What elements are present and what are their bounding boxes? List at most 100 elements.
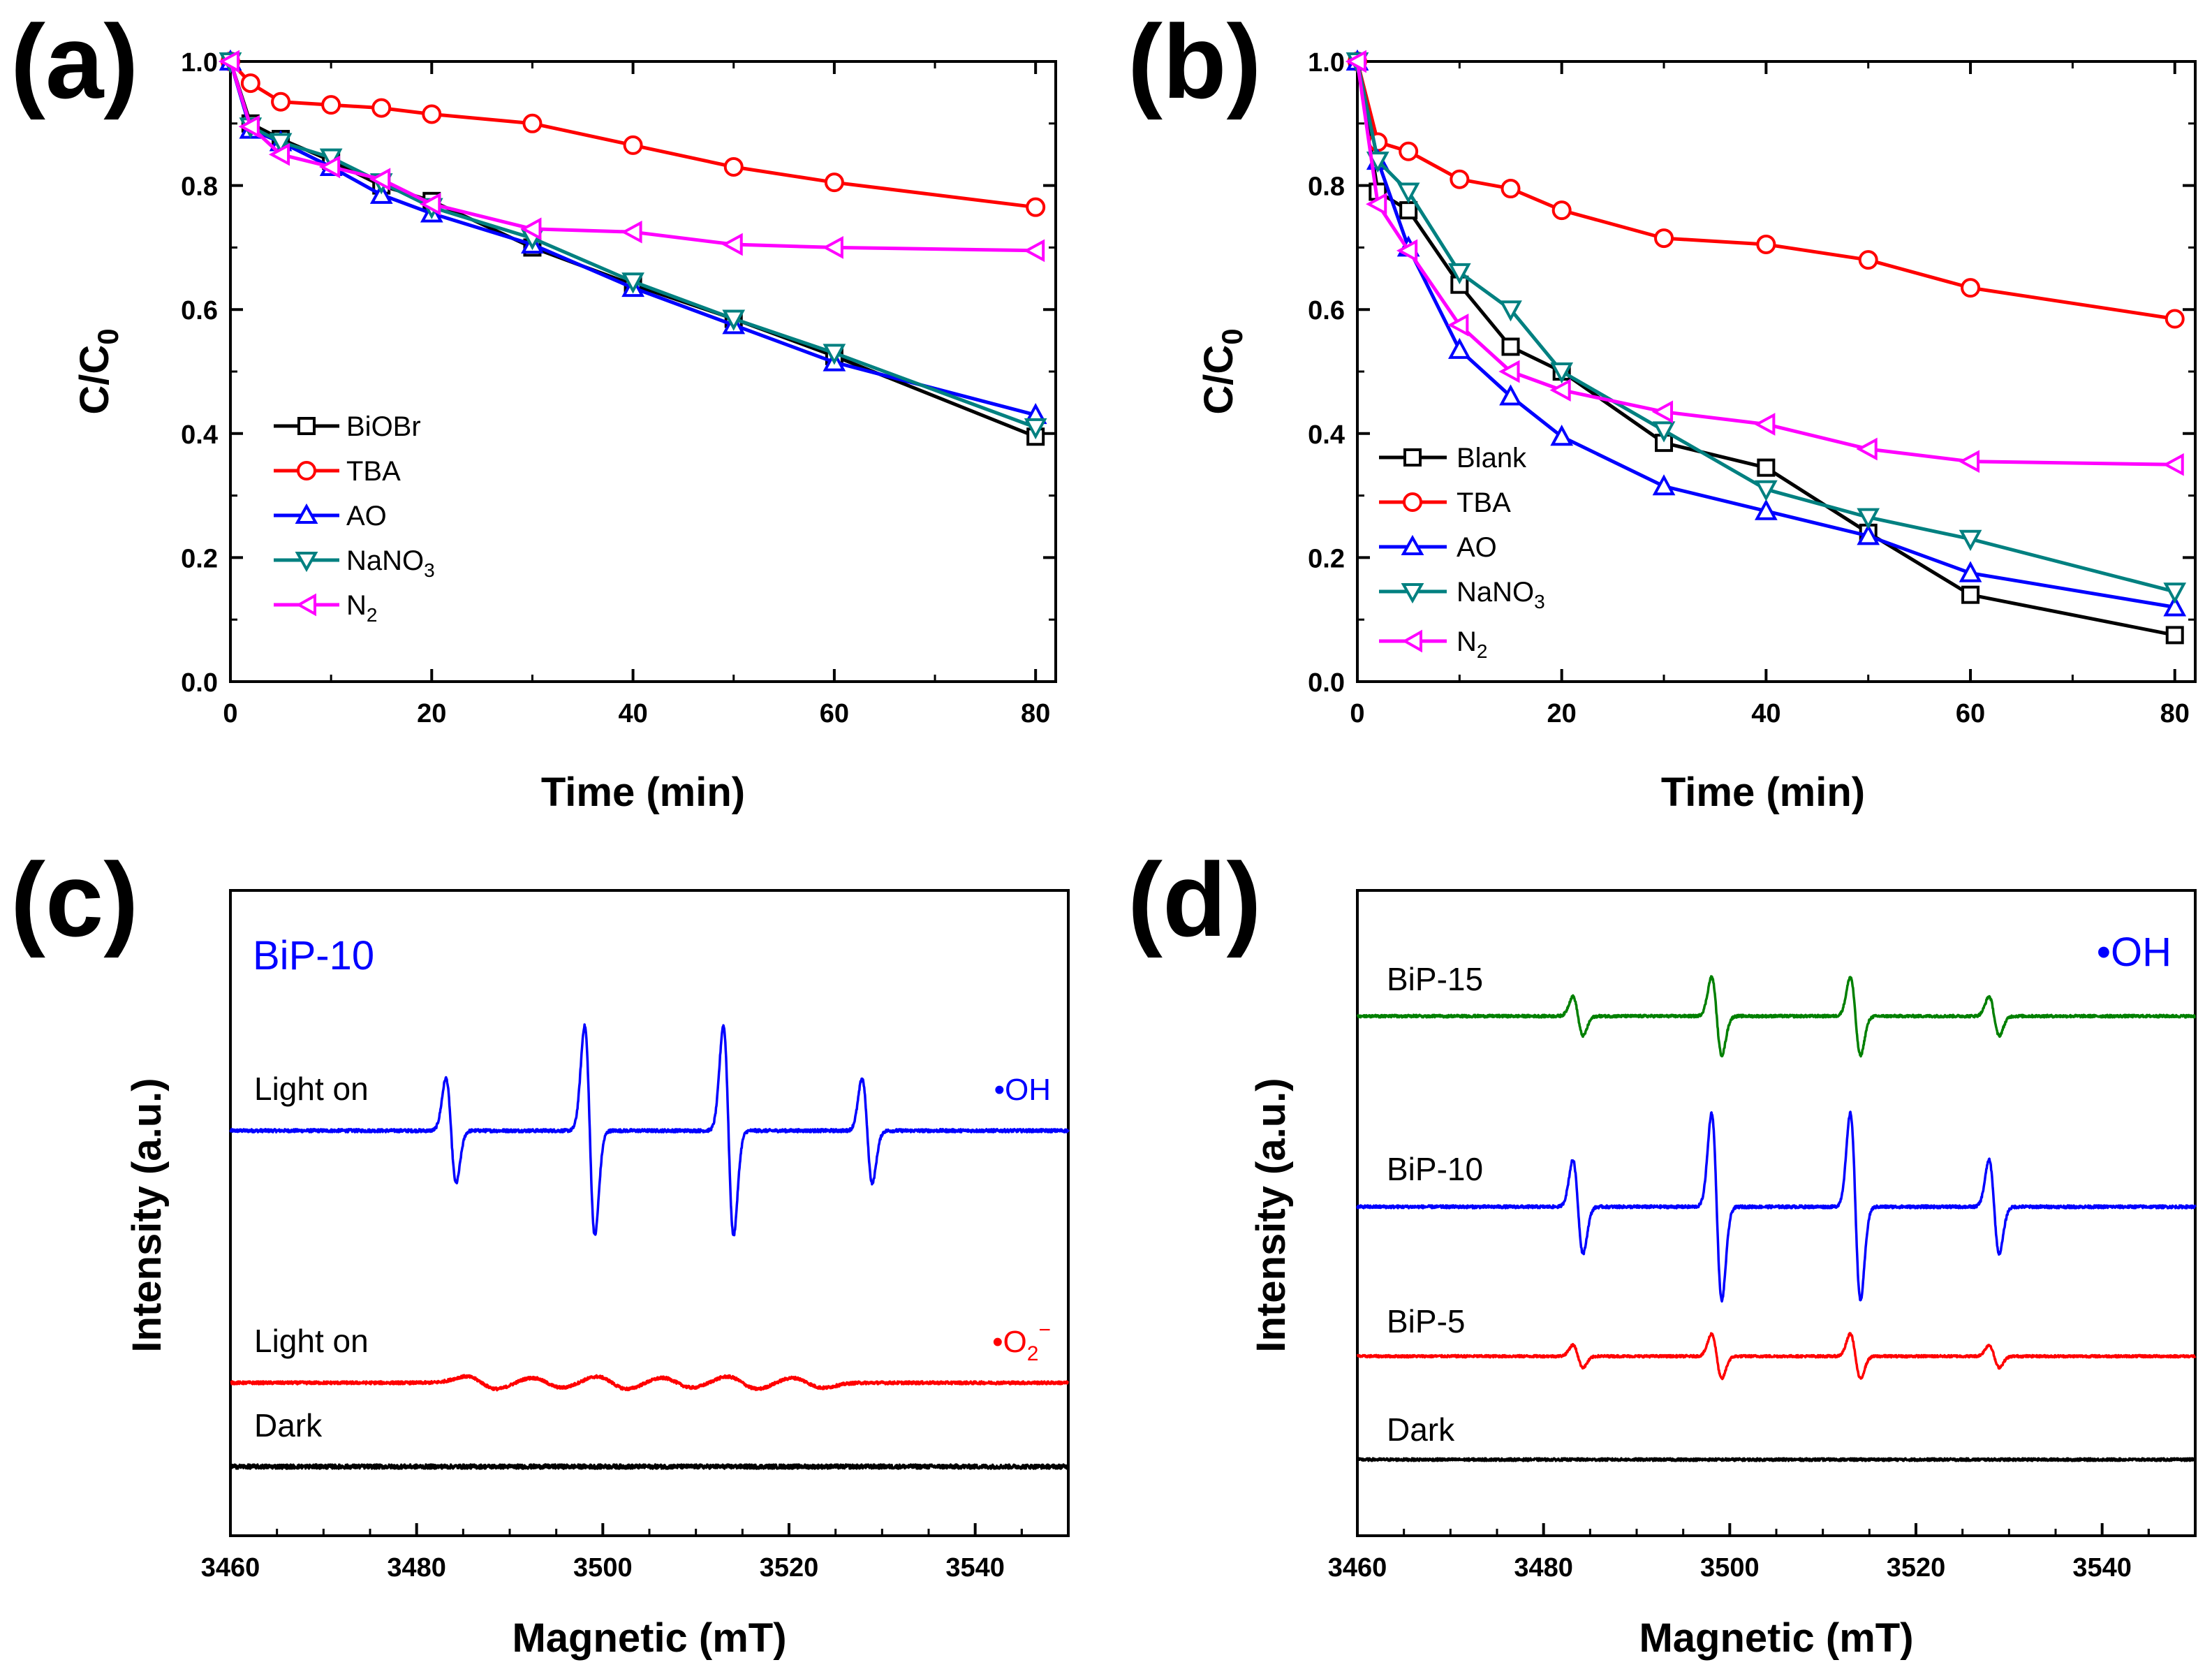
triangle-up-marker-icon <box>295 503 318 524</box>
triangle-left-marker <box>218 50 239 73</box>
triangle-left-marker <box>822 236 843 259</box>
triangle-down-marker <box>1652 421 1676 443</box>
panel-c-tag-oh: •OH <box>994 1073 1051 1107</box>
square-marker <box>1501 337 1520 356</box>
triangle-up-marker <box>1447 337 1471 359</box>
triangle-down-marker <box>1959 529 1982 551</box>
x-tick-label: 3500 <box>573 1553 633 1583</box>
triangle-left-marker <box>621 220 642 244</box>
legend-label-n2-main: N <box>1457 626 1477 657</box>
x-tick-label: 60 <box>820 699 849 728</box>
triangle-down-marker <box>269 133 293 154</box>
y-tick-label: 0.8 <box>181 172 218 202</box>
circle-marker <box>422 104 442 124</box>
y-tick-label: 1.0 <box>181 48 218 78</box>
series-n2 <box>1345 50 2184 476</box>
legend-label-ao: AO <box>346 501 387 531</box>
triangle-left-marker <box>721 233 743 256</box>
x-tick-label: 80 <box>1021 699 1050 728</box>
panel-d-trace-label-dark: Dark <box>1387 1411 1455 1448</box>
panel-b-ylabel-main: C/C <box>1196 345 1241 415</box>
y-tick-label: 0.4 <box>181 420 218 450</box>
circle-marker <box>1551 200 1572 221</box>
y-tick-label: 0.4 <box>1308 420 1345 450</box>
panel-c-label: (c) <box>10 841 138 958</box>
trace-dark <box>1356 1457 2197 1462</box>
triangle-down-marker <box>722 309 746 331</box>
series-line <box>228 61 1036 253</box>
series-n2 <box>218 50 1045 263</box>
panel-d-trace-label-bip10: BiP-10 <box>1387 1151 1483 1187</box>
trace-bip-10 <box>1356 1110 2197 1303</box>
square-marker <box>1961 585 1980 604</box>
panel-d: (d) 3460 3480 3500 3520 3540 •OH BiP-15 BiP-… <box>1128 841 2197 1661</box>
circle-marker-icon <box>1403 492 1422 512</box>
series-nano3 <box>219 52 1047 440</box>
circle-marker <box>1450 169 1470 189</box>
panel-a-ylabel-sub: 0 <box>91 328 124 344</box>
triangle-left-marker <box>1651 400 1674 424</box>
triangle-left-marker <box>1023 239 1045 263</box>
circle-marker <box>623 135 643 155</box>
y-tick-label: 0.2 <box>1308 544 1345 573</box>
panel-b-label: (b) <box>1128 3 1262 120</box>
series-line <box>229 60 1036 210</box>
panel-d-xticks: 3460 3480 3500 3520 3540 <box>1328 1523 2150 1583</box>
panel-a-xlabel: Time (min) <box>541 770 745 815</box>
panel-c-traces <box>229 1023 1070 1470</box>
square-marker <box>1757 458 1776 477</box>
panel-c-trace-label-o2: Light on <box>254 1323 369 1359</box>
triangle-left-marker <box>1958 450 1980 473</box>
panel-b-series <box>1345 49 2187 645</box>
circle-marker <box>321 95 341 115</box>
panel-b-ylabel-sub: 0 <box>1216 328 1248 344</box>
panel-a-ylabel-main: C/C <box>72 345 117 415</box>
x-tick-label: 3460 <box>1328 1553 1387 1583</box>
triangle-up-marker <box>1550 425 1574 446</box>
panel-b-yticks: 0.0 0.2 0.4 0.6 0.8 1.0 <box>1308 48 2195 698</box>
legend-label-n2: N2 <box>1457 626 1487 662</box>
trace-bip-15 <box>1356 975 2197 1058</box>
trace-bip-5 <box>1356 1332 2197 1381</box>
triangle-left-marker <box>268 142 290 166</box>
panel-d-ylabel: Intensity (a.u.) <box>1248 1078 1294 1352</box>
panel-c-tag-o2: •O2− <box>992 1319 1051 1365</box>
series-line <box>1355 61 2175 467</box>
triangle-down-marker <box>1550 362 1574 384</box>
y-tick-label: 0.0 <box>181 668 218 698</box>
circle-marker <box>1756 234 1776 254</box>
legend-label-nano3-sub: 3 <box>1534 591 1545 612</box>
y-tick-label: 0.8 <box>1308 172 1345 202</box>
circle-marker <box>2165 309 2185 329</box>
triangle-down-marker <box>1499 300 1522 322</box>
circle-marker-icon <box>297 461 316 480</box>
panel-c-tag-o2-sup: − <box>1038 1319 1051 1342</box>
triangle-left-marker-icon <box>1401 629 1422 653</box>
x-tick-label: 20 <box>1547 699 1577 728</box>
legend-label-biobr: BiOBr <box>346 411 421 442</box>
legend-label-n2-sub: 2 <box>367 604 378 626</box>
circle-marker <box>1399 141 1419 161</box>
triangle-up-marker <box>1755 499 1778 520</box>
x-tick-label: 40 <box>1751 699 1780 728</box>
triangle-left-marker <box>1856 437 1878 461</box>
panel-d-label: (d) <box>1128 841 1262 958</box>
panel-d-traces <box>1356 975 2197 1462</box>
panel-b-legend-item-4: NaNO3 <box>1379 577 1545 612</box>
triangle-left-marker <box>520 217 542 241</box>
square-marker <box>1399 201 1418 220</box>
series-line <box>1355 61 2176 609</box>
x-tick-label: 3460 <box>201 1553 260 1583</box>
legend-label-n2: N2 <box>346 590 377 626</box>
series-tba <box>1348 52 2185 329</box>
y-tick-label: 0.0 <box>1308 668 1345 698</box>
x-tick-label: 0 <box>1350 699 1364 728</box>
panel-b-legend-item-2: TBA <box>1379 487 1511 518</box>
triangle-down-marker <box>1447 263 1471 285</box>
panel-b-legend-item-1: Blank <box>1379 443 1527 473</box>
triangle-down-marker <box>1396 182 1420 204</box>
panel-a: (a) 0 20 40 60 80 0.00.20.40.60.81.0 Time (m… <box>10 3 1057 815</box>
panel-a-xticks: 0 20 40 60 80 <box>223 61 1050 728</box>
panel-a-series <box>218 49 1047 446</box>
